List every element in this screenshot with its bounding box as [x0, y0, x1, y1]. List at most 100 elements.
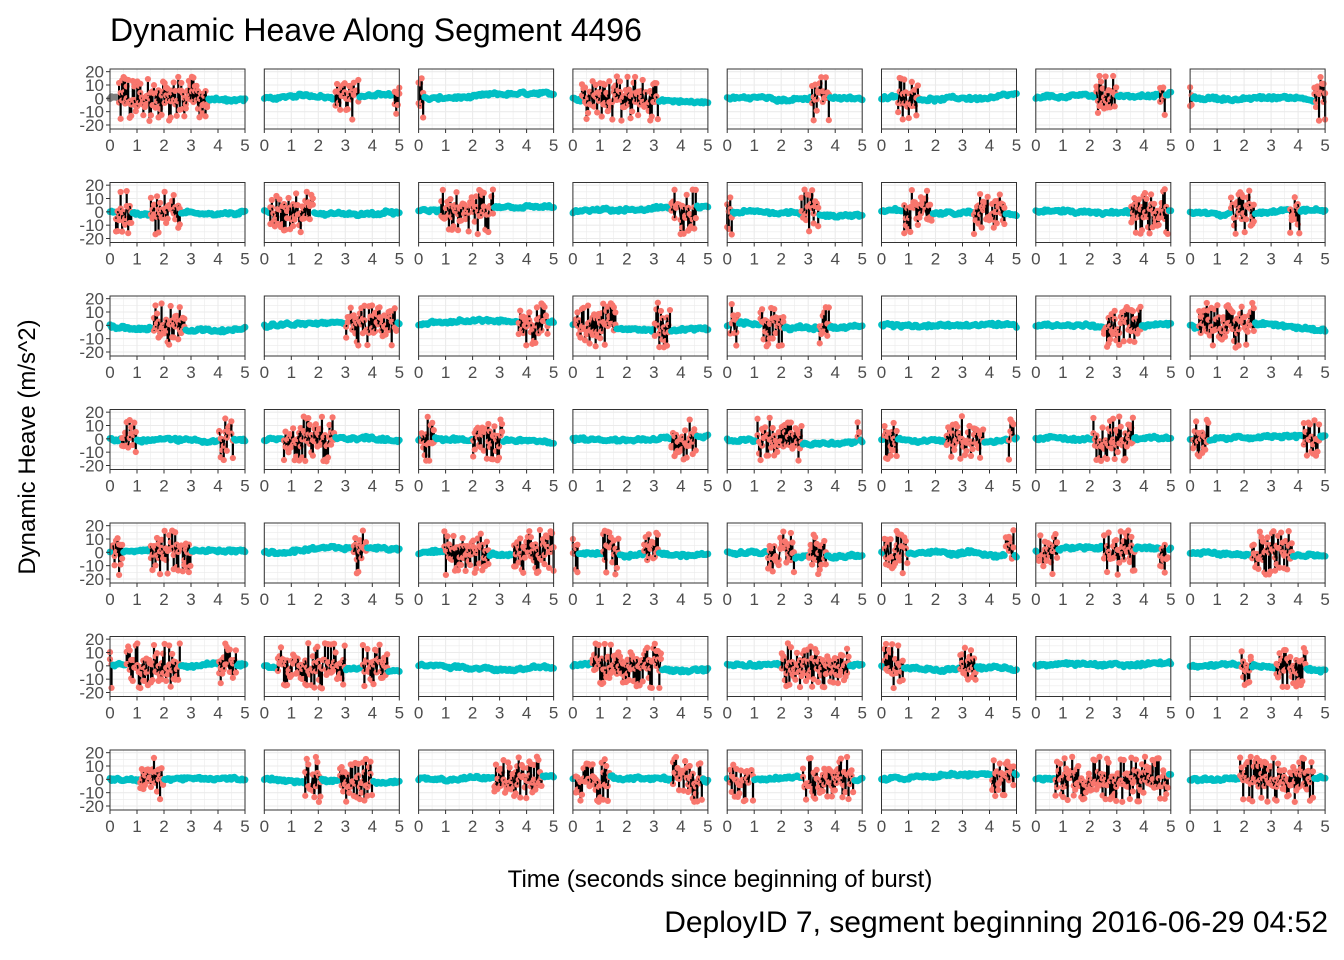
data-point-active [824, 332, 831, 339]
data-point-active [1250, 305, 1257, 312]
x-tick-label: 0 [414, 136, 423, 155]
data-point-active [654, 299, 661, 306]
data-point-active [150, 82, 158, 89]
data-point-active [454, 227, 462, 234]
data-point-active [584, 109, 592, 117]
data-point-active [309, 195, 316, 202]
data-point-active [439, 186, 446, 194]
data-point-active [1243, 341, 1250, 348]
data-point-active [391, 305, 398, 312]
data-point-active [132, 108, 139, 115]
x-tick-label: 0 [260, 363, 269, 382]
data-point-active [223, 447, 230, 454]
data-point-active [1097, 78, 1105, 85]
data-point-active [156, 199, 164, 206]
x-tick-label: 5 [857, 250, 866, 269]
x-tick-label: 2 [931, 250, 940, 269]
data-point-active [815, 204, 822, 211]
x-tick-label: 5 [703, 136, 712, 155]
data-point-active [978, 224, 985, 231]
data-point-active [132, 428, 139, 436]
data-point-active [158, 111, 165, 118]
x-tick-label: 5 [240, 363, 249, 382]
panel-border [418, 68, 555, 130]
data-point-active [1107, 336, 1114, 343]
data-point-active [1214, 302, 1221, 309]
data-point-active [616, 78, 624, 85]
x-tick-label: 4 [985, 136, 994, 155]
data-point-active [447, 195, 454, 203]
data-point-active [297, 229, 304, 236]
data-point-active [926, 201, 934, 208]
data-point-active [583, 115, 590, 123]
x-tick-label: 2 [468, 136, 477, 155]
x-tick-label: 3 [649, 136, 658, 155]
x-tick-label: 2 [776, 136, 785, 155]
data-point-active [601, 341, 608, 348]
x-tick-label: 3 [186, 477, 195, 496]
x-tick-label: 5 [395, 250, 404, 269]
x-tick-label: 0 [568, 250, 577, 269]
x-tick-label: 4 [830, 250, 839, 269]
x-tick-label: 3 [803, 136, 812, 155]
data-point-active [618, 117, 625, 124]
data-point-active [152, 302, 159, 309]
data-point-active [129, 77, 136, 85]
data-point-active [181, 315, 188, 322]
data-point-active [182, 101, 189, 108]
y-tick-label: -10 [79, 103, 104, 122]
x-tick-label: 5 [857, 363, 866, 382]
data-point-active [220, 456, 227, 464]
data-point-active [666, 306, 674, 314]
data-point-active [229, 454, 236, 462]
data-point-active [306, 216, 313, 223]
data-point-active [810, 117, 817, 124]
x-tick-label: 2 [1085, 136, 1094, 155]
x-tick-label: 3 [341, 363, 350, 382]
data-point-active [170, 79, 177, 86]
data-point-active [584, 302, 592, 309]
data-point-active [1096, 72, 1103, 80]
x-tick-label: 1 [1212, 136, 1221, 155]
data-point-active [144, 75, 152, 83]
data-point-active [727, 194, 734, 201]
data-point-active [728, 300, 735, 308]
data-point-active [728, 231, 735, 238]
x-tick-label: 3 [958, 136, 967, 155]
x-tick-label: 3 [186, 136, 195, 155]
data-point-active [639, 76, 646, 84]
data-point-active [654, 116, 661, 123]
data-point-active [923, 187, 931, 194]
data-point-active [818, 74, 825, 81]
x-tick-label: 4 [368, 136, 377, 155]
data-point-active [1143, 195, 1150, 203]
x-tick-label: 4 [985, 250, 994, 269]
data-point-active [394, 101, 401, 109]
x-tick-label: 5 [1166, 250, 1175, 269]
x-tick-label: 4 [213, 477, 222, 496]
data-point-active [166, 341, 173, 348]
x-tick-label: 5 [1320, 363, 1329, 382]
x-tick-label: 0 [105, 136, 114, 155]
data-point-active [692, 215, 699, 222]
data-point-active [1221, 333, 1229, 340]
data-point-active [1120, 338, 1127, 345]
data-point-active [625, 86, 633, 93]
data-point-active [771, 305, 778, 313]
x-tick-label: 3 [1266, 363, 1275, 382]
x-tick-label: 0 [722, 136, 731, 155]
data-point-active [1137, 303, 1144, 310]
x-tick-label: 3 [958, 250, 967, 269]
data-point-active [683, 191, 690, 198]
x-tick-label: 0 [1185, 250, 1194, 269]
x-tick-label: 3 [186, 363, 195, 382]
x-tick-label: 4 [213, 250, 222, 269]
x-tick-label: 2 [314, 136, 323, 155]
data-point-active [123, 187, 130, 195]
data-point-active [347, 304, 354, 311]
data-point-active [176, 304, 183, 311]
x-tick-label: 0 [722, 363, 731, 382]
data-point-active [1250, 201, 1257, 208]
data-point-active [344, 106, 351, 113]
